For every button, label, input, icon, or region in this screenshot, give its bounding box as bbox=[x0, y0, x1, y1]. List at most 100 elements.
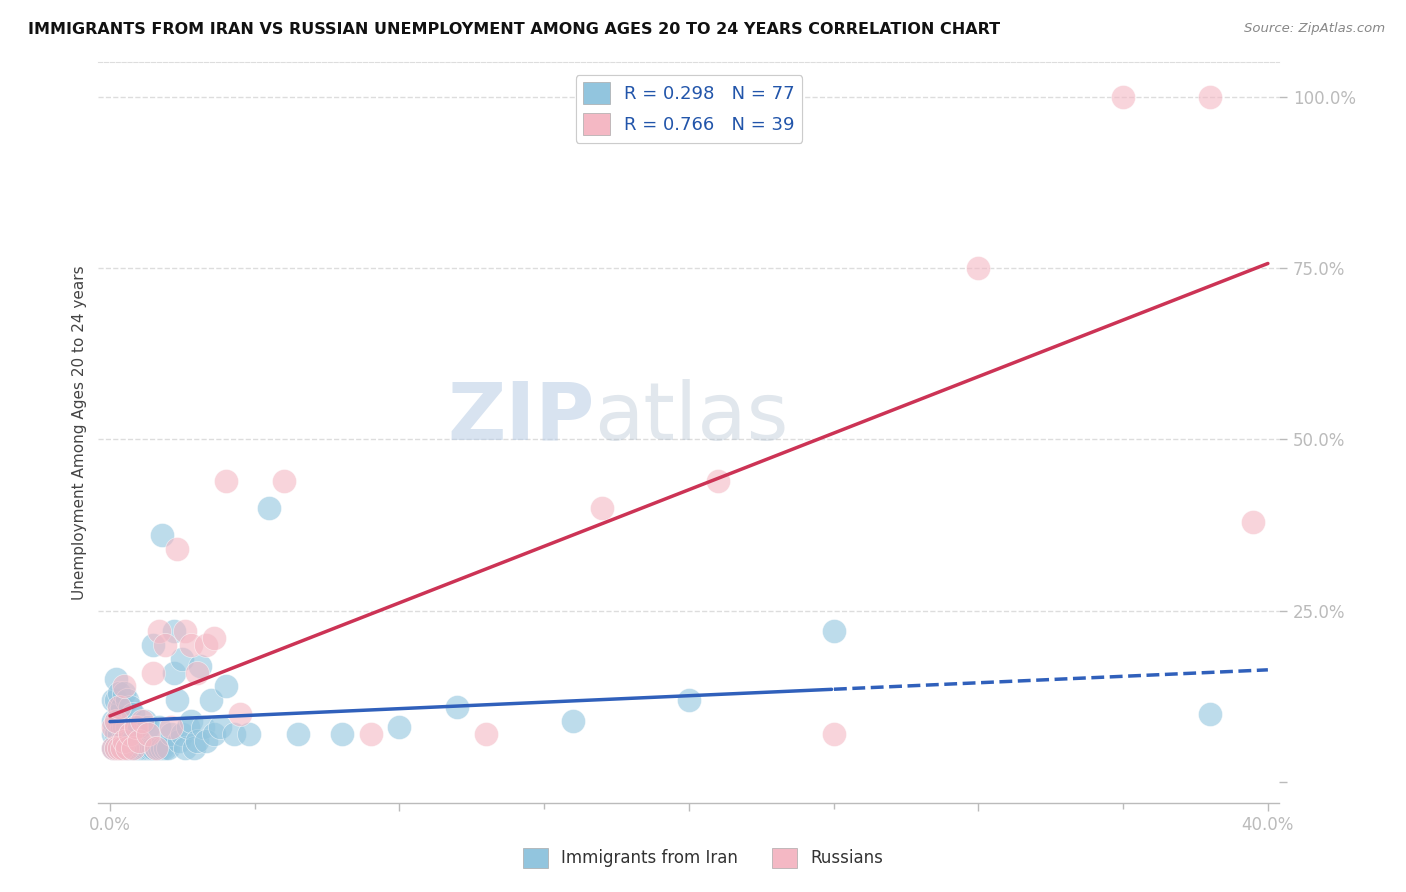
Point bbox=[104, 741, 127, 756]
Point bbox=[183, 741, 205, 756]
Point bbox=[110, 720, 132, 734]
Point bbox=[107, 741, 129, 756]
Point bbox=[159, 720, 181, 734]
Point bbox=[330, 727, 353, 741]
Point bbox=[114, 734, 136, 748]
Point bbox=[122, 706, 145, 721]
Point bbox=[122, 727, 145, 741]
Point bbox=[150, 741, 173, 756]
Point bbox=[163, 624, 186, 639]
Text: ZIP: ZIP bbox=[447, 379, 595, 457]
Point bbox=[215, 474, 238, 488]
Point bbox=[128, 734, 150, 748]
Point bbox=[101, 693, 124, 707]
Point bbox=[104, 727, 127, 741]
Point bbox=[142, 638, 165, 652]
Text: Source: ZipAtlas.com: Source: ZipAtlas.com bbox=[1244, 22, 1385, 36]
Point bbox=[360, 727, 382, 741]
Point bbox=[142, 741, 165, 756]
Point bbox=[117, 693, 139, 707]
Point bbox=[136, 727, 159, 741]
Point bbox=[139, 741, 162, 756]
Point bbox=[194, 638, 217, 652]
Point bbox=[172, 727, 194, 741]
Point bbox=[148, 741, 170, 756]
Point bbox=[101, 714, 124, 728]
Point bbox=[104, 714, 127, 728]
Point bbox=[180, 714, 202, 728]
Point bbox=[117, 741, 139, 756]
Point bbox=[104, 714, 127, 728]
Point bbox=[177, 720, 200, 734]
Point bbox=[224, 727, 246, 741]
Point bbox=[136, 741, 159, 756]
Point bbox=[388, 720, 411, 734]
Point bbox=[107, 706, 129, 721]
Point bbox=[101, 741, 124, 756]
Point bbox=[229, 706, 252, 721]
Point bbox=[104, 741, 127, 756]
Point bbox=[128, 720, 150, 734]
Point bbox=[186, 734, 208, 748]
Point bbox=[238, 727, 260, 741]
Point bbox=[117, 720, 139, 734]
Point bbox=[174, 741, 197, 756]
Point bbox=[823, 727, 845, 741]
Point bbox=[120, 741, 142, 756]
Point bbox=[122, 741, 145, 756]
Point bbox=[194, 734, 217, 748]
Point bbox=[156, 741, 179, 756]
Point bbox=[150, 528, 173, 542]
Text: IMMIGRANTS FROM IRAN VS RUSSIAN UNEMPLOYMENT AMONG AGES 20 TO 24 YEARS CORRELATI: IMMIGRANTS FROM IRAN VS RUSSIAN UNEMPLOY… bbox=[28, 22, 1000, 37]
Point bbox=[591, 501, 613, 516]
Point bbox=[145, 741, 167, 756]
Point bbox=[134, 741, 156, 756]
Point bbox=[114, 720, 136, 734]
Point bbox=[101, 741, 124, 756]
Legend: Immigrants from Iran, Russians: Immigrants from Iran, Russians bbox=[516, 841, 890, 875]
Point bbox=[208, 720, 231, 734]
Point bbox=[110, 741, 132, 756]
Point bbox=[101, 727, 124, 741]
Point bbox=[153, 638, 176, 652]
Point bbox=[191, 720, 214, 734]
Point bbox=[707, 474, 730, 488]
Point bbox=[107, 686, 129, 700]
Point bbox=[125, 720, 148, 734]
Point bbox=[163, 665, 186, 680]
Point bbox=[131, 714, 153, 728]
Point bbox=[1241, 515, 1264, 529]
Point bbox=[131, 741, 153, 756]
Point bbox=[1199, 89, 1222, 103]
Text: atlas: atlas bbox=[595, 379, 789, 457]
Point bbox=[215, 679, 238, 693]
Point bbox=[159, 727, 181, 741]
Point bbox=[134, 714, 156, 728]
Point bbox=[125, 741, 148, 756]
Point bbox=[142, 665, 165, 680]
Point bbox=[107, 727, 129, 741]
Point bbox=[136, 720, 159, 734]
Point bbox=[145, 741, 167, 756]
Point bbox=[166, 693, 188, 707]
Point bbox=[117, 741, 139, 756]
Point bbox=[202, 727, 225, 741]
Point bbox=[107, 741, 129, 756]
Point bbox=[202, 632, 225, 646]
Point bbox=[967, 261, 990, 276]
Y-axis label: Unemployment Among Ages 20 to 24 years: Unemployment Among Ages 20 to 24 years bbox=[72, 265, 87, 600]
Point bbox=[180, 638, 202, 652]
Point bbox=[174, 624, 197, 639]
Point bbox=[475, 727, 498, 741]
Legend: R = 0.298   N = 77, R = 0.766   N = 39: R = 0.298 N = 77, R = 0.766 N = 39 bbox=[575, 75, 803, 143]
Point bbox=[125, 720, 148, 734]
Point bbox=[110, 734, 132, 748]
Point bbox=[107, 699, 129, 714]
Point bbox=[446, 699, 468, 714]
Point bbox=[120, 699, 142, 714]
Point bbox=[169, 734, 191, 748]
Point bbox=[186, 665, 208, 680]
Point bbox=[287, 727, 309, 741]
Point bbox=[823, 624, 845, 639]
Point bbox=[273, 474, 295, 488]
